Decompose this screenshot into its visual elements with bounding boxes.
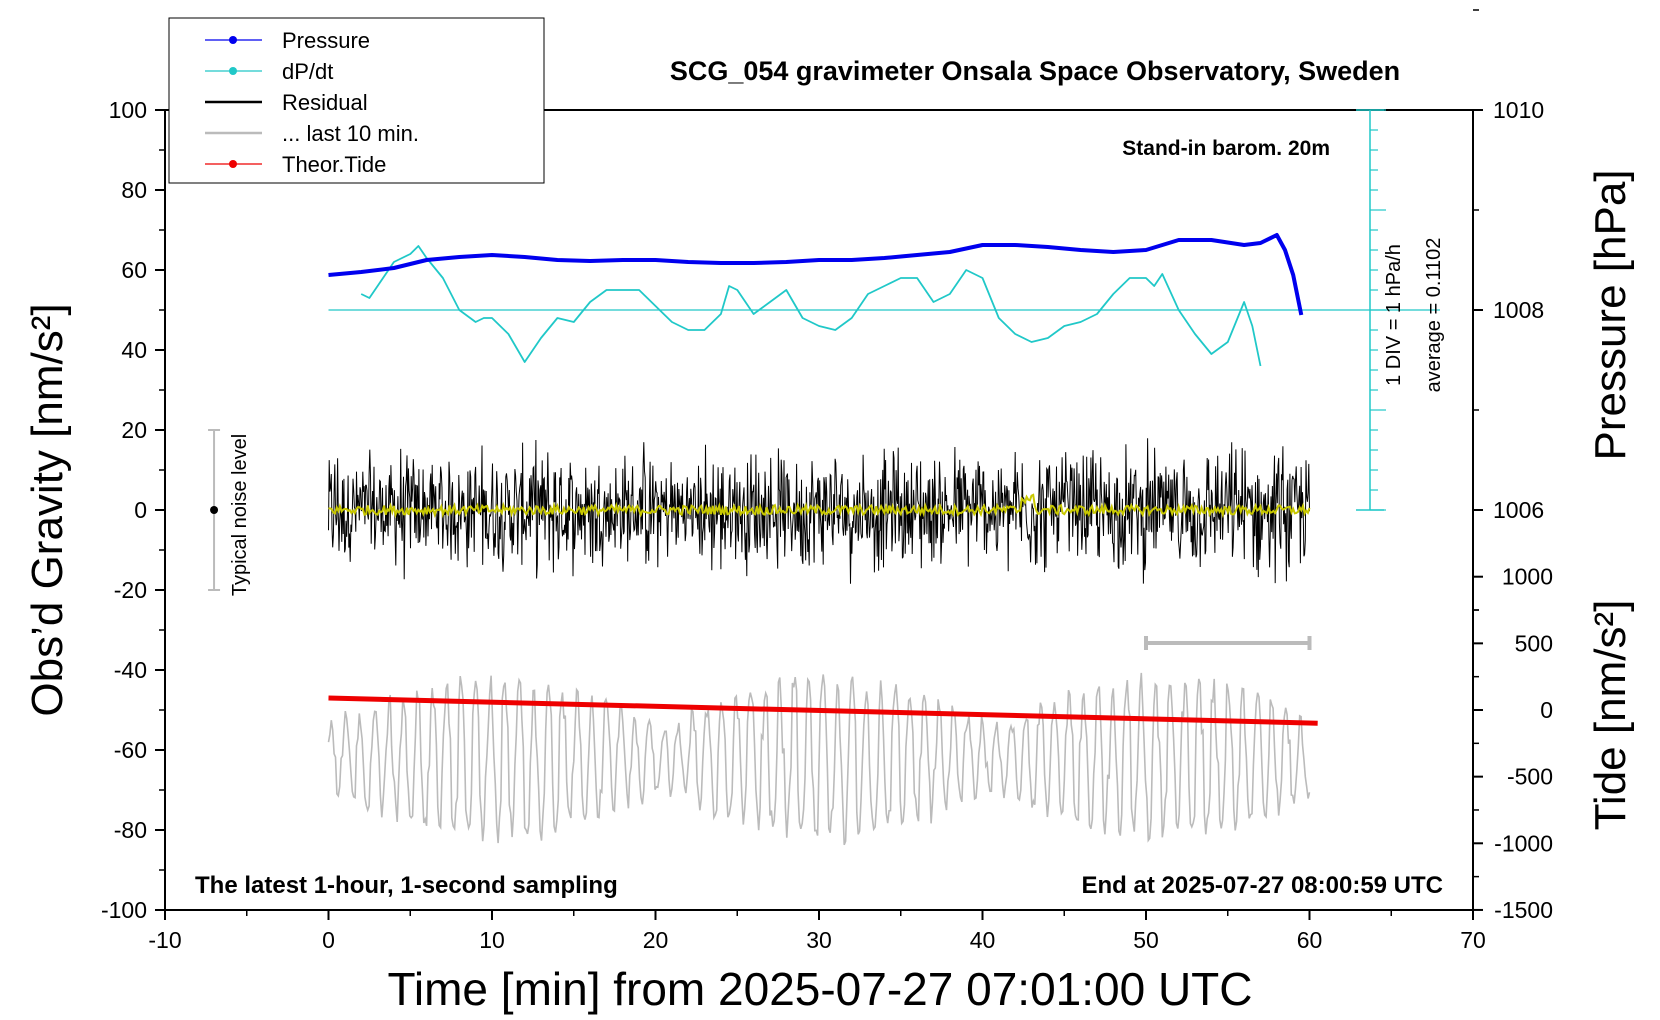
pressure-tick-label: 1010: [1493, 97, 1544, 123]
y-tick-label: 100: [109, 97, 147, 123]
barometer-note: Stand-in barom. 20m: [1122, 137, 1330, 160]
noise-bar-dot: [210, 506, 219, 514]
y-tick-label: -40: [114, 657, 147, 683]
legend-marker: [229, 36, 237, 44]
bottom-axis: -10 0 10 20 30 40 50 60 70: [148, 910, 1486, 953]
tide-tick-label: 0: [1540, 697, 1553, 723]
x-axis-label: Time [min] from 2025-07-27 07:01:00 UTC: [388, 963, 1253, 1015]
x-tick-label: 60: [1297, 927, 1323, 953]
legend-label: ... last 10 min.: [282, 121, 419, 146]
tide-tick-label: 500: [1515, 630, 1553, 656]
legend-box: [168, 17, 545, 184]
x-tick-label: 30: [806, 927, 832, 953]
left-axis: -100 -80 -60 -40 -20 0 20 40 60 80 100: [101, 97, 165, 923]
y-tick-label: 40: [121, 337, 147, 363]
y-tick-label: -80: [114, 817, 147, 843]
sampling-note: The latest 1-hour, 1-second sampling: [195, 872, 618, 899]
y-axis-label-pressure: Pressure [hPa]: [1586, 169, 1635, 460]
div-scale-note: 1 DIV = 1 hPa/h: [1383, 244, 1405, 386]
x-tick-label: 50: [1133, 927, 1159, 953]
x-tick-label: 10: [479, 927, 505, 953]
y-tick-label: 20: [121, 417, 147, 443]
tide-tick-label: -1000: [1494, 830, 1553, 856]
legend-label: Pressure: [282, 28, 370, 53]
pressure-tick-label: 1008: [1493, 297, 1544, 323]
legend-marker: [229, 67, 237, 75]
pressure-series: [328, 233, 1304, 316]
noise-level-note: Typical noise level: [229, 434, 251, 596]
x-tick-label: -10: [148, 927, 181, 953]
tide-tick-label: -500: [1507, 764, 1553, 790]
last10-series: [327, 672, 1311, 846]
tide-tick-label: -1500: [1494, 897, 1553, 923]
end-time-note: End at 2025-07-27 08:00:59 UTC: [1082, 872, 1444, 899]
x-tick-label: 0: [322, 927, 335, 953]
right-axis: 1006 1008 1010 1000 500 0 -500 -1000 -1500: [1473, 9, 1553, 923]
x-tick-label: 20: [643, 927, 669, 953]
pressure-tick-label: 1006: [1493, 497, 1544, 523]
legend-label: Theor.Tide: [282, 152, 386, 177]
residual-series: [328, 438, 1310, 584]
x-tick-label: 40: [970, 927, 996, 953]
legend-label: dP/dt: [282, 59, 333, 84]
average-note: average = 0.1102: [1423, 238, 1445, 393]
x-tick-label: 70: [1460, 927, 1486, 953]
y-tick-label: -60: [114, 737, 147, 763]
residual-smoothed-series: [328, 493, 1311, 519]
y-axis-label-tide: Tide [nm/s²]: [1586, 600, 1635, 831]
chart-title: SCG_054 gravimeter Onsala Space Observat…: [670, 56, 1400, 86]
y-tick-label: -100: [101, 897, 147, 923]
y-tick-label: 80: [121, 177, 147, 203]
y-tick-label: -20: [114, 577, 147, 603]
y-tick-label: 60: [121, 257, 147, 283]
tide-tick-label: 1000: [1502, 564, 1553, 590]
legend: Pressure dP/dt Residual ... last 10 min. The…: [168, 17, 545, 184]
tide-series: [328, 695, 1318, 726]
dpdt-series: [360, 245, 1262, 367]
y-axis-label-left: Obs’d Gravity [nm/s²]: [23, 303, 72, 716]
series-layer: [208, 233, 1318, 846]
legend-marker: [229, 160, 237, 168]
div-scale-axis: [328, 109, 1440, 511]
legend-label: Residual: [282, 90, 368, 115]
y-tick-label: 0: [134, 497, 147, 523]
